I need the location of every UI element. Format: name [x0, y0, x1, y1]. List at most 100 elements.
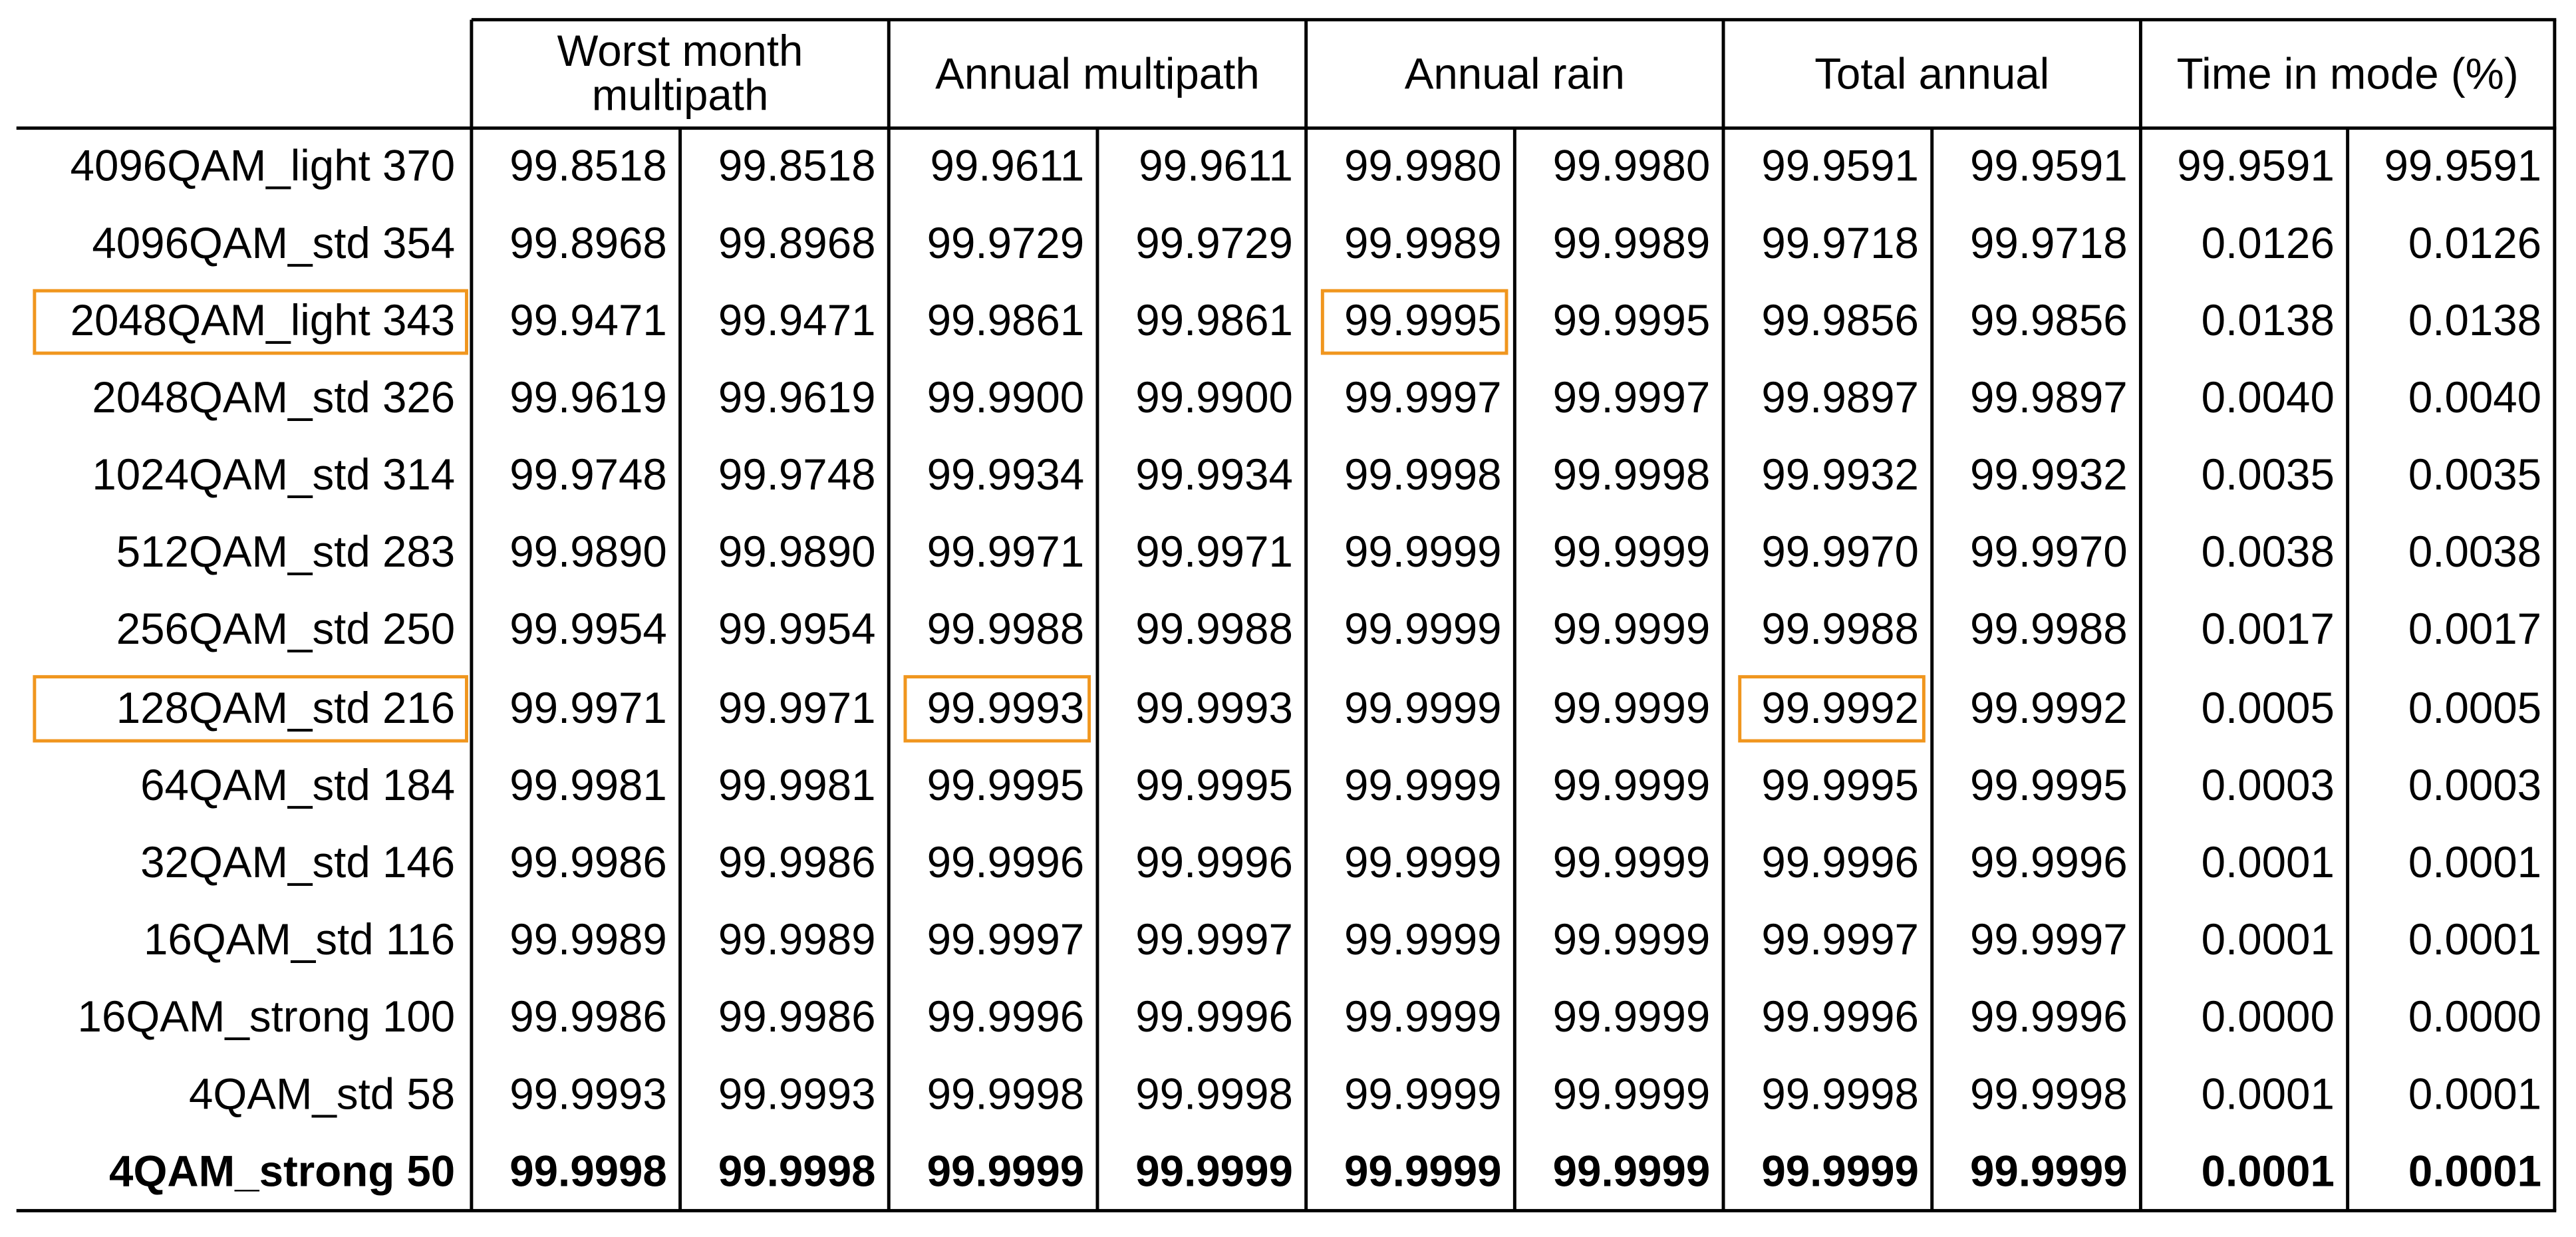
cell: 99.9999: [1344, 605, 1502, 655]
cell: 99.9996: [927, 992, 1085, 1041]
cell: 99.9971: [1135, 527, 1293, 577]
highlight-box: [1738, 676, 1926, 742]
cell: 99.9932: [1761, 450, 1919, 500]
cell: 99.9591: [1970, 141, 2128, 191]
cell: 99.9988: [1135, 605, 1293, 655]
cell: 99.9995: [1135, 759, 1293, 809]
rule: [2139, 19, 2142, 1211]
cell: 0.0001: [2408, 1146, 2542, 1196]
cell: 99.9471: [509, 295, 667, 346]
cell: 99.9995: [1761, 759, 1919, 809]
cell: 99.9986: [718, 837, 876, 887]
cell: 99.9998: [1970, 1069, 2128, 1119]
cell: 99.9981: [509, 759, 667, 809]
row-label: 256QAM_std 250: [116, 605, 456, 655]
cell: 99.9997: [1970, 914, 2128, 964]
row-label: 4096QAM_std 354: [92, 218, 456, 268]
cell: 99.9900: [927, 373, 1085, 423]
cell: 99.9718: [1970, 218, 2128, 268]
cell: 99.8518: [718, 141, 876, 191]
cell: 99.9718: [1761, 218, 1919, 268]
cell: 99.9861: [1135, 295, 1293, 346]
row-label: 1024QAM_std 314: [92, 450, 456, 500]
cell: 99.9999: [1344, 682, 1502, 732]
cell: 0.0001: [2201, 1146, 2335, 1196]
cell: 99.9856: [1970, 295, 2128, 346]
cell: 99.9591: [2177, 141, 2335, 191]
row-label: 16QAM_strong 100: [77, 992, 456, 1041]
cell: 99.9999: [1344, 837, 1502, 887]
cell: 99.9998: [509, 1146, 667, 1196]
cell: 99.9900: [1135, 373, 1293, 423]
cell: 99.9992: [1970, 682, 2128, 732]
rule: [1095, 128, 1099, 1211]
cell: 99.9954: [509, 605, 667, 655]
column-group-header: Total annual: [1814, 48, 2050, 98]
cell: 99.9999: [1552, 527, 1711, 577]
rule: [1930, 128, 1933, 1211]
cell: 99.9997: [1552, 373, 1711, 423]
cell: 99.8968: [718, 218, 876, 268]
cell: 99.9993: [718, 1069, 876, 1119]
cell: 99.9995: [1344, 295, 1502, 346]
rule: [16, 1209, 2556, 1212]
cell: 99.9591: [2384, 141, 2542, 191]
cell: 0.0001: [2408, 837, 2542, 887]
cell: 99.9980: [1552, 141, 1711, 191]
cell: 99.9999: [1135, 1146, 1293, 1196]
cell: 99.9971: [927, 527, 1085, 577]
cell: 99.9996: [1761, 837, 1919, 887]
cell: 99.8968: [509, 218, 667, 268]
cell: 0.0001: [2201, 914, 2335, 964]
row-label: 4QAM_std 58: [188, 1069, 456, 1119]
cell: 99.9954: [718, 605, 876, 655]
cell: 99.9993: [509, 1069, 667, 1119]
cell: 99.9748: [509, 450, 667, 500]
row-label: 4096QAM_light 370: [70, 141, 456, 191]
cell: 99.9997: [927, 914, 1085, 964]
cell: 99.9998: [1552, 450, 1711, 500]
cell: 0.0001: [2201, 837, 2335, 887]
row-label: 4QAM_strong 50: [109, 1146, 456, 1196]
cell: 0.0000: [2201, 992, 2335, 1041]
row-label: 64QAM_std 184: [140, 759, 456, 809]
cell: 99.9971: [718, 682, 876, 732]
cell: 0.0138: [2201, 295, 2335, 346]
rule: [1513, 128, 1516, 1211]
cell: 99.9897: [1761, 373, 1919, 423]
cell: 99.9995: [1552, 295, 1711, 346]
cell: 99.9997: [1761, 914, 1919, 964]
cell: 99.9611: [930, 141, 1085, 191]
cell: 99.9986: [509, 837, 667, 887]
cell: 99.9970: [1970, 527, 2128, 577]
cell: 0.0038: [2408, 527, 2542, 577]
cell: 99.9999: [927, 1146, 1085, 1196]
row-label: 16QAM_std 116: [144, 914, 456, 964]
rule: [16, 126, 2556, 130]
cell: 99.9971: [509, 682, 667, 732]
column-group-header: Annual multipath: [935, 48, 1260, 98]
column-group-header: Worst month multipath: [557, 26, 803, 120]
cell: 0.0001: [2408, 914, 2542, 964]
cell: 0.0000: [2408, 992, 2542, 1041]
cell: 0.0138: [2408, 295, 2542, 346]
rule: [678, 128, 682, 1211]
row-label: 2048QAM_light 343: [70, 295, 456, 346]
rule: [1722, 19, 1725, 1211]
cell: 99.9999: [1552, 992, 1711, 1041]
cell: 99.9995: [927, 759, 1085, 809]
cell: 0.0001: [2201, 1069, 2335, 1119]
cell: 99.9890: [509, 527, 667, 577]
cell: 99.9998: [1344, 450, 1502, 500]
row-label: 2048QAM_std 326: [92, 373, 456, 423]
cell: 99.9980: [1344, 141, 1502, 191]
row-label: 32QAM_std 146: [140, 837, 456, 887]
cell: 0.0005: [2408, 682, 2542, 732]
cell: 99.9988: [1761, 605, 1919, 655]
rule: [887, 19, 891, 1211]
cell: 0.0038: [2201, 527, 2335, 577]
cell: 99.9996: [1970, 837, 2128, 887]
cell: 99.9591: [1761, 141, 1919, 191]
cell: 0.0126: [2408, 218, 2542, 268]
cell: 99.9999: [1552, 759, 1711, 809]
